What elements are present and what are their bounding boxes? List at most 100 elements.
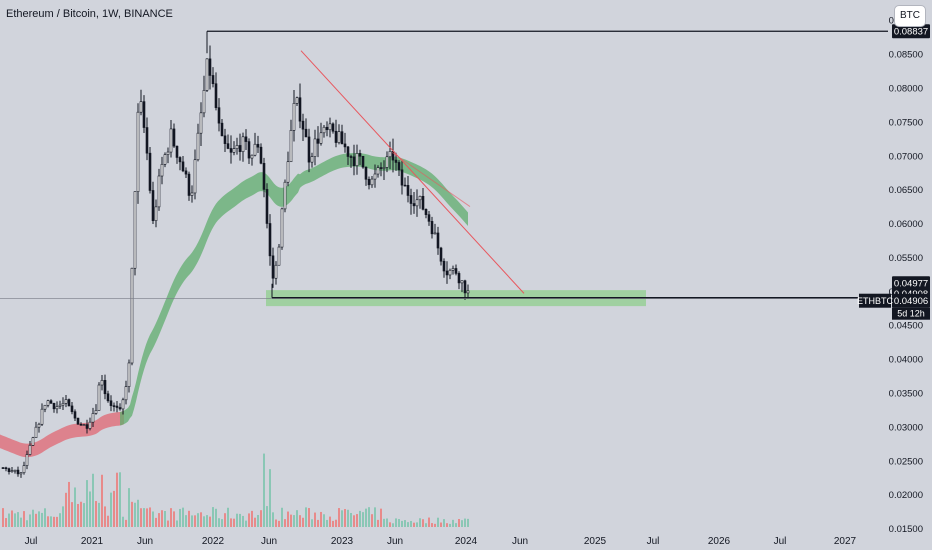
price-tick-label: 0.03000 <box>889 422 923 433</box>
candle-body <box>118 407 122 410</box>
candle-body <box>379 167 383 169</box>
candle-body <box>31 437 35 446</box>
volume-bar <box>443 519 445 527</box>
volume-bar <box>305 507 307 527</box>
candle-body <box>160 163 164 177</box>
candle-body <box>82 424 86 426</box>
volume-bar <box>257 514 259 527</box>
volume-bar <box>119 472 121 527</box>
volume-bar <box>17 512 19 527</box>
volume-bar <box>449 523 451 527</box>
time-tick-label: Jul <box>25 536 38 547</box>
volume-bar <box>137 499 139 527</box>
candle-body <box>403 184 407 187</box>
volume-bar <box>131 501 133 527</box>
volume-bar <box>374 507 376 527</box>
volume-bar <box>290 514 292 527</box>
candle-body <box>133 191 137 269</box>
volume-bar <box>320 511 322 527</box>
volume-bar <box>5 518 7 527</box>
volume-bar <box>278 520 280 527</box>
volume-bar <box>2 508 4 527</box>
candle-body <box>454 268 458 274</box>
volume-bar <box>62 506 64 527</box>
candle-body <box>85 424 89 429</box>
candle-body <box>313 138 317 157</box>
volume-bar <box>110 492 112 527</box>
price-tick-label: 0.01500 <box>889 524 923 535</box>
candle-body <box>295 97 299 104</box>
price-badge-label: 0.04977 <box>894 279 928 290</box>
volume-bar <box>326 519 328 527</box>
volume-bar <box>233 518 235 527</box>
candle-body <box>58 404 62 407</box>
volume-bar <box>116 472 118 527</box>
volume-bar <box>254 517 256 527</box>
candle-body <box>349 156 353 158</box>
candle-body <box>184 170 188 175</box>
volume-bar <box>65 492 67 527</box>
volume-bar <box>236 513 238 527</box>
volume-bar <box>416 522 418 527</box>
volume-bar <box>428 517 430 527</box>
volume-bar <box>245 520 247 527</box>
volume-bar <box>101 474 103 527</box>
volume-bar <box>56 516 58 527</box>
volume-bar <box>209 516 211 527</box>
candle-body <box>409 195 413 204</box>
candle-body <box>436 232 440 249</box>
volume-bar <box>176 520 178 527</box>
candle-body <box>181 161 185 172</box>
price-badge <box>892 24 930 39</box>
price-tick-label: 0.04500 <box>889 321 923 332</box>
candle-body <box>334 130 338 143</box>
volume-bar <box>83 503 85 527</box>
candle-body <box>1 467 5 469</box>
volume-bar <box>452 519 454 527</box>
candle-body <box>460 280 464 284</box>
volume-bar <box>95 501 97 527</box>
candle-body <box>205 58 209 91</box>
candle-body <box>319 132 323 144</box>
candle-body <box>115 405 119 408</box>
candle-body <box>331 123 335 132</box>
candle-body <box>289 130 293 163</box>
time-tick-label: Jun <box>387 536 403 547</box>
candle-body <box>211 75 215 85</box>
candle-body <box>37 423 41 428</box>
price-tick-label: 0.07000 <box>889 151 923 162</box>
candle-body <box>337 131 341 143</box>
candle-body <box>277 246 281 266</box>
candle-body <box>34 426 38 438</box>
candle-body <box>94 410 98 414</box>
price-tick-label: 0.06000 <box>889 219 923 230</box>
volume-bar <box>44 508 46 527</box>
candle-body <box>361 155 365 168</box>
currency-button[interactable]: BTC <box>894 5 926 27</box>
candle-body <box>199 112 203 134</box>
volume-bar <box>200 512 202 527</box>
volume-bar <box>377 519 379 527</box>
candle-body <box>406 185 410 196</box>
volume-bar <box>401 520 403 527</box>
candle-body <box>229 148 233 153</box>
candle-body <box>124 386 128 401</box>
volume-bar <box>347 509 349 527</box>
volume-bar <box>440 522 442 527</box>
candle-body <box>367 178 371 186</box>
volume-bar <box>89 491 91 527</box>
volume-bar <box>338 508 340 527</box>
candle-body <box>28 445 32 455</box>
candle-body <box>238 145 242 152</box>
volume-bar <box>308 508 310 527</box>
volume-bar <box>335 519 337 527</box>
candle-body <box>187 173 191 196</box>
volume-bar <box>287 511 289 527</box>
volume-bar <box>446 523 448 527</box>
candle-body <box>151 190 155 221</box>
candle-body <box>283 181 287 210</box>
volume-bar <box>386 518 388 527</box>
volume-bar <box>317 519 319 527</box>
candle-body <box>25 454 29 466</box>
